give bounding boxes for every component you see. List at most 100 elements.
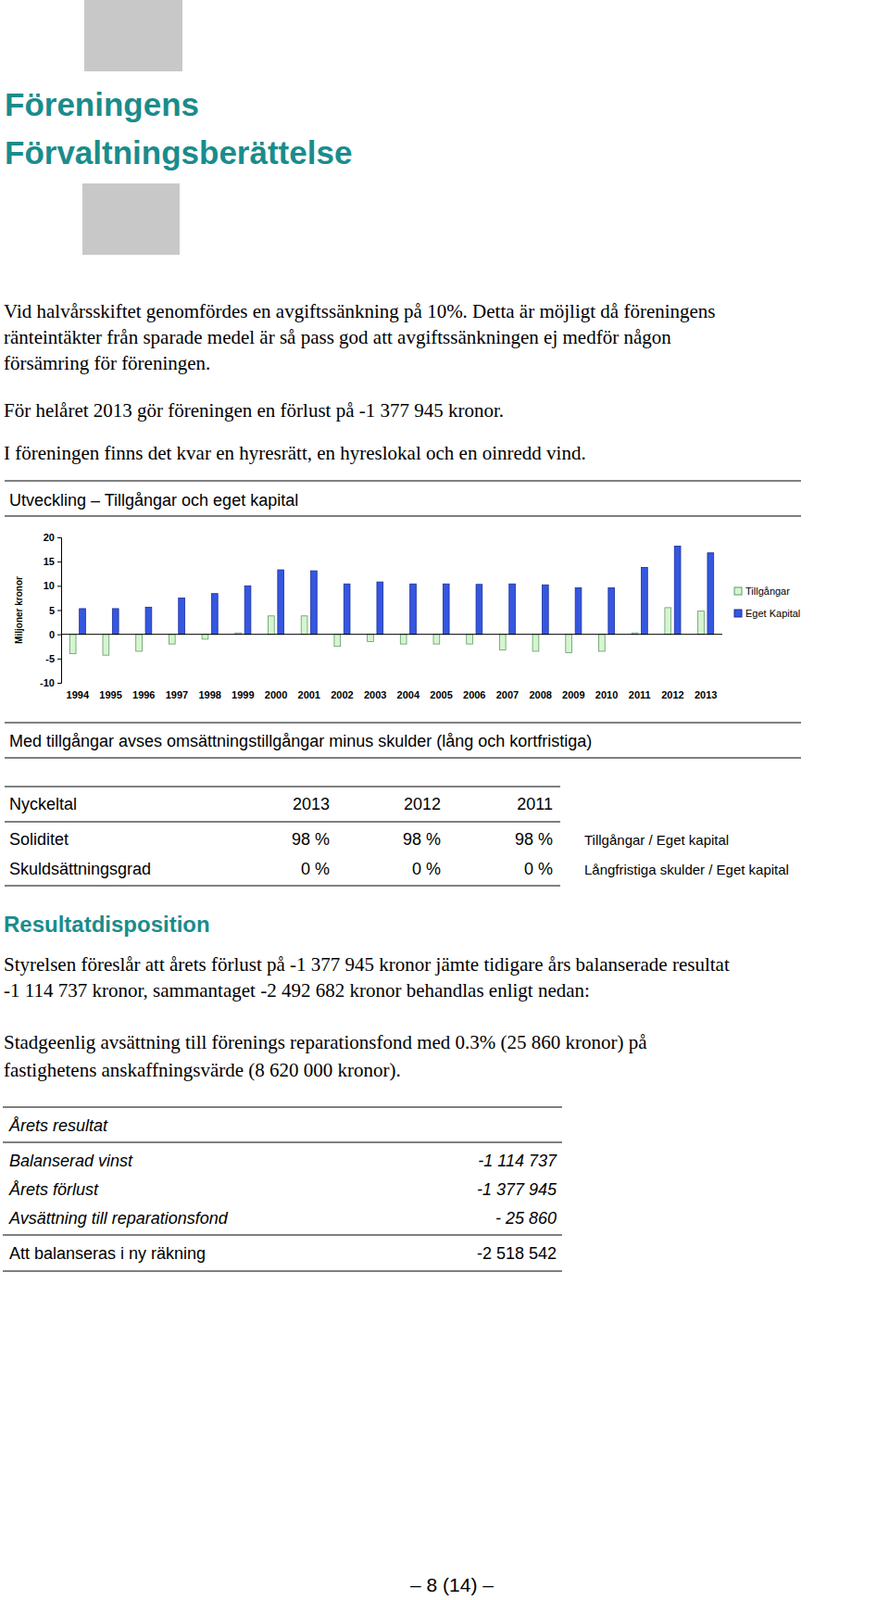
table-note: Tillgångar / Eget kapital (584, 831, 729, 848)
bars (69, 545, 714, 655)
bar (698, 611, 705, 635)
paragraph-line: Styrelsen föreslår att årets förlust på … (3, 952, 730, 976)
rule (4, 515, 802, 517)
tick: 5 (49, 604, 62, 616)
rule (4, 821, 561, 823)
paragraph-line: -1 114 737 kronor, sammantaget -2 492 68… (3, 978, 590, 1002)
tick: 1995 (99, 688, 122, 701)
tick: 2005 (429, 688, 452, 701)
tick-label: 2003 (363, 688, 387, 701)
tick: 2006 (463, 688, 486, 701)
bar (499, 634, 506, 651)
paragraph-line: fastighetens anskaffningsvärde (8 620 00… (3, 1058, 401, 1081)
tick: 2013 (694, 688, 717, 701)
bar (532, 634, 539, 652)
table-cell: 98 % (291, 829, 330, 849)
table-header: Nyckeltal (9, 794, 77, 814)
y-axis: -10-505101520 (39, 531, 62, 689)
tick-label: -5 (45, 652, 55, 664)
tick-mark (57, 610, 62, 612)
tick: 2012 (661, 688, 684, 701)
bar (334, 634, 341, 647)
bar (599, 634, 606, 652)
rule (4, 722, 802, 724)
rule (2, 1270, 563, 1272)
bar (79, 608, 87, 635)
table-title: Årets resultat (8, 1115, 109, 1135)
tick: 10 (43, 579, 62, 591)
table-header: 2011 (516, 794, 553, 814)
bar (145, 606, 152, 634)
tick-label: 1998 (198, 688, 221, 701)
bar (376, 581, 384, 635)
table-header: 2012 (403, 794, 441, 814)
bar (664, 607, 672, 635)
bar (112, 608, 119, 635)
tick-label: 1994 (66, 688, 90, 701)
axis-title: Miljoner kronor (13, 575, 25, 644)
table-cell: 0 % (300, 859, 330, 878)
bar (641, 566, 649, 634)
rule (2, 1234, 563, 1236)
paragraph-line: För helåret 2013 gör föreningen en förlu… (3, 399, 504, 422)
table-cell: - 25 860 (495, 1208, 557, 1228)
bar (575, 587, 582, 634)
bar (674, 545, 681, 634)
tick-label: 2005 (429, 688, 452, 701)
bar (343, 583, 351, 634)
table-total: -2 518 542 (476, 1243, 557, 1263)
table-note: Långfristiga skulder / Eget kapital (584, 861, 789, 877)
tick: 2011 (628, 688, 652, 701)
table-cell: Skuldsättningsgrad (9, 859, 151, 878)
bar (277, 569, 285, 635)
table-cell: 98 % (402, 829, 441, 849)
bar (69, 634, 76, 654)
rule (4, 480, 802, 482)
tick: -10 (39, 676, 62, 689)
paragraph-line: Stadgeenlig avsättning till förenings re… (3, 1030, 648, 1053)
table-cell: 0 % (524, 859, 553, 878)
paragraph-line: försämring för föreningen. (3, 351, 211, 375)
tick-label: 10 (43, 579, 55, 591)
table-cell: 0 % (412, 859, 441, 878)
tick-label: 2006 (463, 688, 486, 701)
bar (707, 552, 714, 635)
tick: 1994 (66, 688, 90, 701)
rule (2, 1106, 563, 1108)
tick-mark (57, 682, 62, 684)
tick: 0 (49, 628, 62, 640)
tick-label: 2008 (528, 688, 551, 701)
bar (201, 634, 209, 639)
x-axis: 1994199519961997199819992000200120022003… (66, 688, 718, 701)
zero-line (61, 633, 723, 635)
tick-label: 2013 (694, 688, 717, 701)
bar (244, 585, 251, 634)
tick-label: 5 (49, 604, 55, 616)
bar (300, 615, 308, 635)
decor-block (84, 0, 183, 72)
tick: 2008 (528, 688, 551, 701)
bar (466, 634, 474, 644)
paragraph-line: Vid halvårsskiftet genomfördes en avgift… (3, 300, 716, 323)
chart-note: Med tillgångar avses omsättningstillgång… (9, 731, 592, 751)
tick: 2000 (264, 688, 288, 701)
rule (2, 1141, 563, 1143)
tick: 2009 (562, 688, 585, 701)
table-cell: Årets förlust (8, 1179, 100, 1199)
tick-label: 2012 (661, 688, 684, 701)
table-header: 2013 (292, 794, 330, 814)
tick: 2004 (397, 688, 421, 701)
tick: 2002 (330, 688, 353, 701)
tick: 1996 (132, 688, 155, 701)
tick-label: 1997 (165, 688, 188, 701)
tick: 2003 (363, 688, 387, 701)
table-total: Att balanseras i ny räkning (9, 1243, 206, 1263)
rule (4, 885, 561, 887)
tick-label: 2000 (264, 688, 288, 701)
tick-label: 1999 (231, 688, 254, 701)
axis-line (57, 538, 63, 684)
tick: 1997 (165, 688, 188, 701)
tick-mark (57, 561, 62, 563)
section-heading: Resultatdisposition (3, 911, 211, 937)
legend-swatch (734, 587, 742, 595)
